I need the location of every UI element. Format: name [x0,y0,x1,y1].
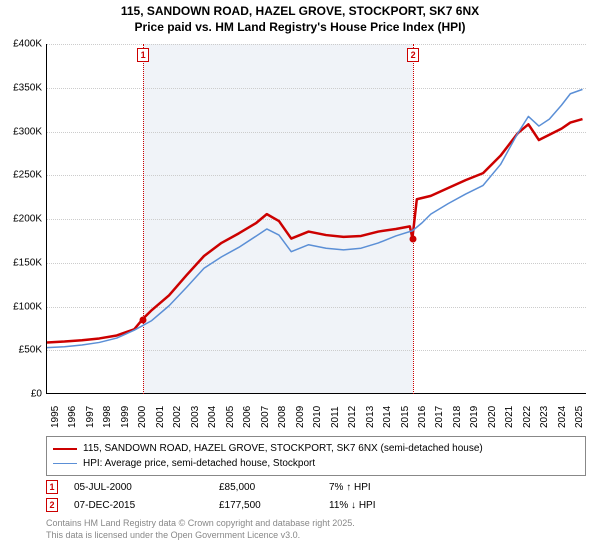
sale-point-dot [140,316,147,323]
y-tick-label: £50K [0,345,42,356]
x-tick-label: 2006 [242,406,253,428]
x-tick-label: 2014 [382,406,393,428]
legend-label-hpi: HPI: Average price, semi-detached house,… [83,456,315,471]
legend-row-price-paid: 115, SANDOWN ROAD, HAZEL GROVE, STOCKPOR… [53,441,579,456]
x-tick-label: 2019 [469,406,480,428]
x-tick-label: 2022 [522,406,533,428]
y-tick-label: £200K [0,214,42,225]
legend-swatch-price-paid [53,448,77,450]
x-tick-label: 1995 [50,406,61,428]
transaction-pct: 11% ↓ HPI [329,500,449,511]
x-tick-label: 2015 [400,406,411,428]
x-tick-label: 2002 [172,406,183,428]
x-tick-label: 2001 [155,406,166,428]
marker-box-2: 2 [407,48,419,62]
transaction-price: £177,500 [219,500,329,511]
chart-container: 115, SANDOWN ROAD, HAZEL GROVE, STOCKPOR… [0,0,600,560]
x-tick-label: 1996 [67,406,78,428]
transactions-table: 1 05-JUL-2000 £85,000 7% ↑ HPI 2 07-DEC-… [46,478,449,514]
x-tick-label: 2021 [504,406,515,428]
legend-row-hpi: HPI: Average price, semi-detached house,… [53,456,579,471]
y-tick-label: £250K [0,170,42,181]
transaction-date: 07-DEC-2015 [74,500,219,511]
x-tick-label: 1997 [85,406,96,428]
x-tick-label: 2010 [312,406,323,428]
x-tick-label: 2005 [225,406,236,428]
series-line-hpi [47,89,583,347]
table-row: 2 07-DEC-2015 £177,500 11% ↓ HPI [46,496,449,514]
y-tick-label: £150K [0,257,42,268]
x-tick-label: 2023 [539,406,550,428]
legend-swatch-hpi [53,463,77,464]
table-row: 1 05-JUL-2000 £85,000 7% ↑ HPI [46,478,449,496]
chart-title: 115, SANDOWN ROAD, HAZEL GROVE, STOCKPOR… [0,0,600,35]
series-line-price_paid [47,119,583,342]
x-tick-label: 2018 [452,406,463,428]
x-tick-label: 2013 [365,406,376,428]
x-tick-label: 2009 [295,406,306,428]
transaction-price: £85,000 [219,482,329,493]
marker-box-1: 1 [137,48,149,62]
y-tick-label: £300K [0,126,42,137]
x-tick-label: 2017 [434,406,445,428]
attribution-text: Contains HM Land Registry data © Crown c… [46,518,355,541]
y-tick-label: £350K [0,82,42,93]
legend-label-price-paid: 115, SANDOWN ROAD, HAZEL GROVE, STOCKPOR… [83,441,483,456]
x-tick-label: 2024 [557,406,568,428]
attribution-line-2: This data is licensed under the Open Gov… [46,530,355,542]
x-tick-label: 1998 [102,406,113,428]
title-line-1: 115, SANDOWN ROAD, HAZEL GROVE, STOCKPOR… [0,4,600,20]
plot-area: 12 [46,44,586,394]
x-tick-label: 2000 [137,406,148,428]
y-tick-label: £0 [0,389,42,400]
transaction-date: 05-JUL-2000 [74,482,219,493]
legend: 115, SANDOWN ROAD, HAZEL GROVE, STOCKPOR… [46,436,586,476]
x-tick-label: 2004 [207,406,218,428]
transaction-pct: 7% ↑ HPI [329,482,449,493]
x-tick-label: 2025 [574,406,585,428]
line-series-svg [47,44,586,393]
x-tick-label: 2008 [277,406,288,428]
x-tick-label: 2016 [417,406,428,428]
y-tick-label: £100K [0,301,42,312]
attribution-line-1: Contains HM Land Registry data © Crown c… [46,518,355,530]
title-line-2: Price paid vs. HM Land Registry's House … [0,20,600,36]
y-tick-label: £400K [0,39,42,50]
marker-1-icon: 1 [46,480,58,494]
x-tick-label: 2011 [330,406,341,428]
x-tick-label: 2007 [260,406,271,428]
sale-point-dot [410,235,417,242]
marker-2-icon: 2 [46,498,58,512]
x-tick-label: 2012 [347,406,358,428]
x-tick-label: 2020 [487,406,498,428]
x-tick-label: 2003 [190,406,201,428]
x-tick-label: 1999 [120,406,131,428]
